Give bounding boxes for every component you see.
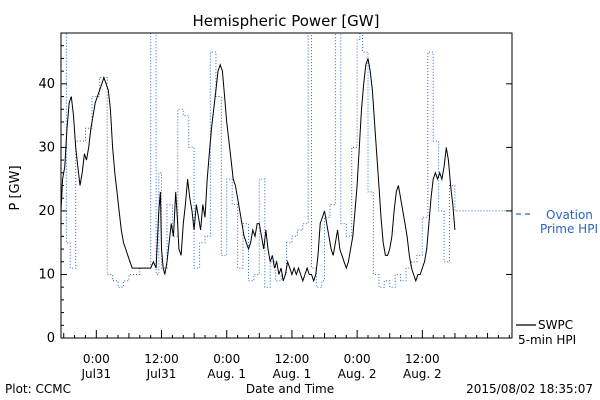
y-ticks: 0 10 20 30 40 xyxy=(38,45,512,346)
y-tick-label: 30 xyxy=(38,140,55,155)
x-tick-label-date: Jul31 xyxy=(146,367,177,381)
x-tick-label-time: 12:00 xyxy=(275,352,310,366)
y-tick-label: 20 xyxy=(38,204,55,219)
y-axis-label: P [GW] xyxy=(8,165,23,210)
footer-timestamp: 2015/08/02 18:35:07 xyxy=(466,382,593,396)
x-tick-label-date: Aug. 1 xyxy=(273,367,312,381)
x-tick-label-date: Aug. 2 xyxy=(403,367,442,381)
series-layer xyxy=(60,32,512,288)
legend: Ovation Prime HPI SWPC 5-min HPI xyxy=(516,208,598,347)
x-tick-label-time: 0:00 xyxy=(213,352,240,366)
y-tick-label: 40 xyxy=(38,77,55,92)
x-tick-label-date: Jul31 xyxy=(80,367,111,381)
y-tick-label: 0 xyxy=(47,331,55,346)
legend-ovation-line2: Prime HPI xyxy=(540,222,598,236)
footer-plot-credit: Plot: CCMC xyxy=(5,382,71,396)
plot-frame xyxy=(60,32,513,339)
series-swpc xyxy=(60,58,456,283)
legend-ovation-line1: Ovation xyxy=(546,208,593,222)
x-tick-label-time: 12:00 xyxy=(405,352,440,366)
x-tick-label-time: 12:00 xyxy=(144,352,179,366)
chart-title: Hemispheric Power [GW] xyxy=(193,12,380,30)
x-tick-label-time: 0:00 xyxy=(344,352,371,366)
x-tick-label-time: 0:00 xyxy=(83,352,110,366)
legend-swpc-line2: 5-min HPI xyxy=(518,333,576,347)
y-tick-label: 10 xyxy=(38,267,55,282)
x-axis-label: Date and Time xyxy=(246,382,334,396)
x-tick-label-date: Aug. 1 xyxy=(207,367,246,381)
x-tick-label-date: Aug. 2 xyxy=(338,367,377,381)
legend-swpc-line1: SWPC xyxy=(538,318,573,332)
